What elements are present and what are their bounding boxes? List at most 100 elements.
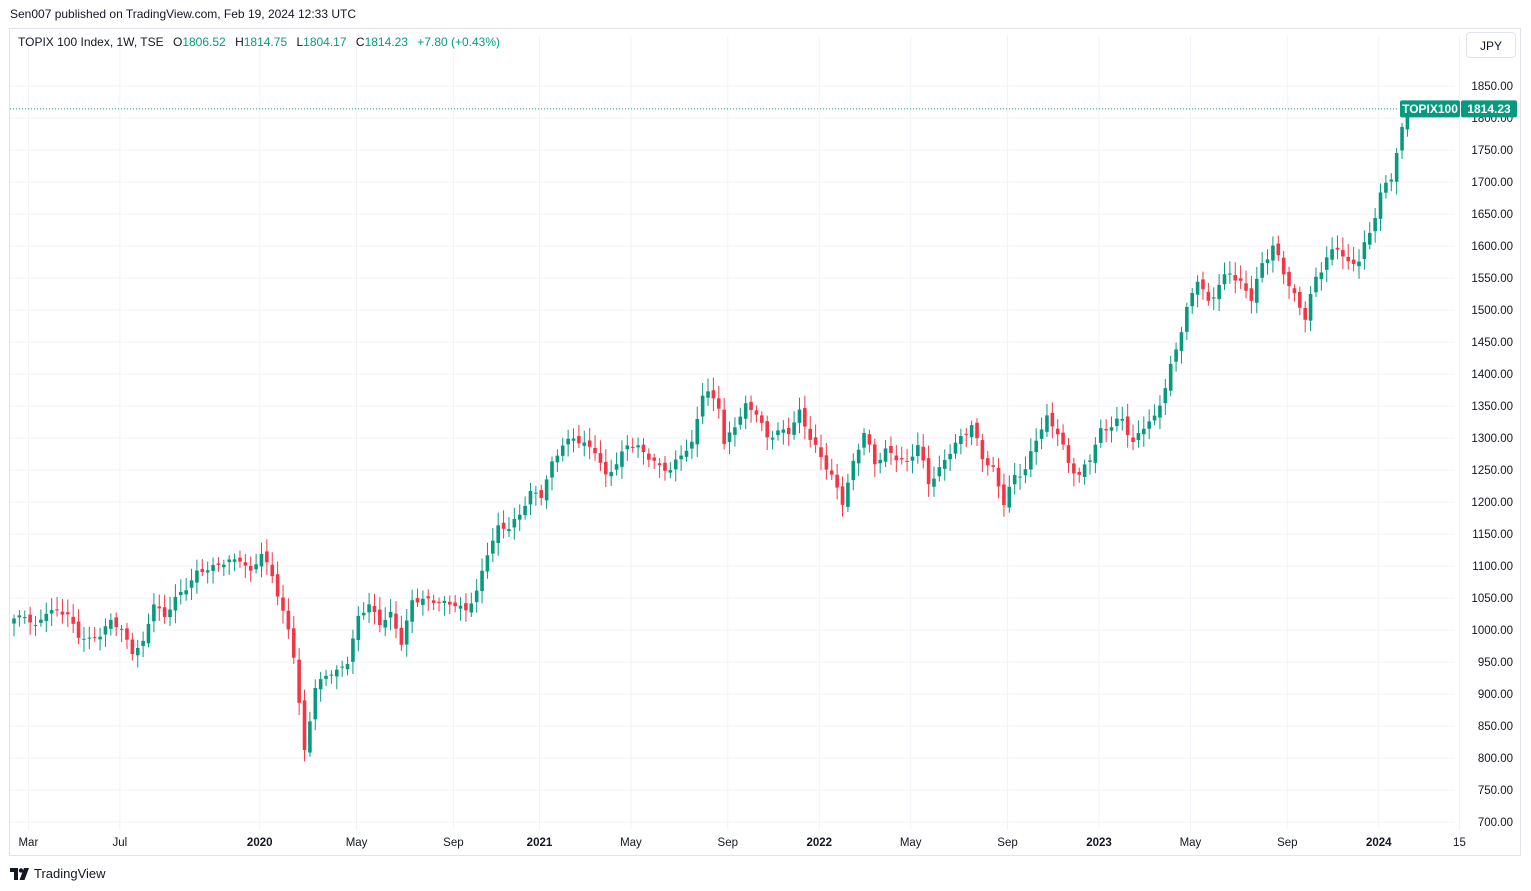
candle [399,615,404,651]
candle [765,415,769,451]
candle [695,406,700,457]
candle [657,457,662,478]
candle [1055,419,1060,447]
candle-body [222,564,226,568]
candle-body [641,444,646,453]
candle-body [523,505,527,516]
candle [469,592,474,617]
candle-body [1147,421,1151,429]
candle-body [361,612,366,616]
candle [49,598,54,626]
x-tick-label: 2023 [1086,837,1112,849]
candle-body [663,462,667,471]
candle-body [1082,464,1087,478]
time-axis[interactable]: Mar Jul 2020 May Sep 2021 May Sep 2022 May Sep 2023… [18,837,1465,849]
candle-body [404,620,409,645]
candle [66,599,70,628]
x-tick-label: May [1180,837,1202,849]
candle-body [44,613,49,621]
candle [560,437,565,462]
candle-body [286,610,291,630]
candle [426,589,431,611]
candle [889,436,893,465]
candle [856,443,861,477]
high-label: H [235,35,244,49]
candle-body [1174,349,1178,362]
candle [12,614,16,637]
candle-body [1029,451,1033,470]
tradingview-logo[interactable]: TradingView [10,866,106,881]
candle [394,601,398,639]
candle [1061,424,1065,450]
candle [636,437,640,458]
candle [1012,462,1017,495]
candle-body [980,440,985,460]
candle-body [760,415,764,423]
publisher-line: Sen007 published on TradingView.com, Feb… [10,7,357,21]
candle-body [66,612,70,615]
candle [1093,437,1098,474]
candle-body [1206,291,1211,301]
candle [1072,457,1076,487]
candle-body [948,453,952,460]
candle [71,604,75,634]
candle-body [103,626,108,635]
candle-body [92,637,97,639]
candle-body [12,618,16,624]
candle-body [1260,263,1264,278]
candle-body [647,453,651,460]
candle-body [652,457,657,461]
candle [189,568,194,600]
candle [948,444,952,472]
candle-body [464,603,468,611]
candle-body [302,700,307,751]
candle [727,421,732,454]
y-tick-label: 1100.00 [1472,561,1513,573]
candle-body [345,664,350,670]
candle-body [1158,405,1162,418]
candle-body [200,569,205,573]
candle-body [620,451,624,467]
candle-body [614,464,619,470]
x-tick-label: 2022 [806,837,832,849]
currency-button[interactable]: JPY [1466,32,1516,58]
candle [1211,287,1216,311]
candle-body [60,611,65,615]
candle-body [695,418,700,445]
candle [846,473,850,512]
candle-body [867,434,872,445]
candle-body [722,409,726,444]
candle-body [335,669,339,677]
candle-body [690,441,694,449]
candle [652,453,657,470]
candle-body [1190,293,1195,307]
candle [410,589,414,634]
candle [873,438,877,477]
candle [1190,287,1195,314]
candle [969,420,974,446]
candle [604,449,608,488]
candle [335,665,339,690]
price-axis[interactable]: 700.00 750.00 800.00 850.00 900.00 950.00 1000… [1471,81,1513,829]
candle [781,420,786,445]
candle-body [372,605,377,612]
candle-body [1249,288,1254,301]
candle-body [265,551,269,563]
x-tick-label: May [620,837,642,849]
x-tick-label: 2024 [1366,837,1392,849]
candle-body [415,598,420,603]
open-label: O [172,35,183,49]
candle-body [238,557,242,562]
candle-body [1303,307,1307,320]
y-tick-label: 1150.00 [1472,529,1513,541]
candle [1131,424,1135,451]
candle [222,559,226,577]
x-tick-label: May [346,837,368,849]
candle [630,437,635,453]
candle [1351,246,1356,272]
candle [168,596,172,627]
candle-body [894,455,899,461]
candle-body [916,445,920,456]
candle [523,496,527,520]
